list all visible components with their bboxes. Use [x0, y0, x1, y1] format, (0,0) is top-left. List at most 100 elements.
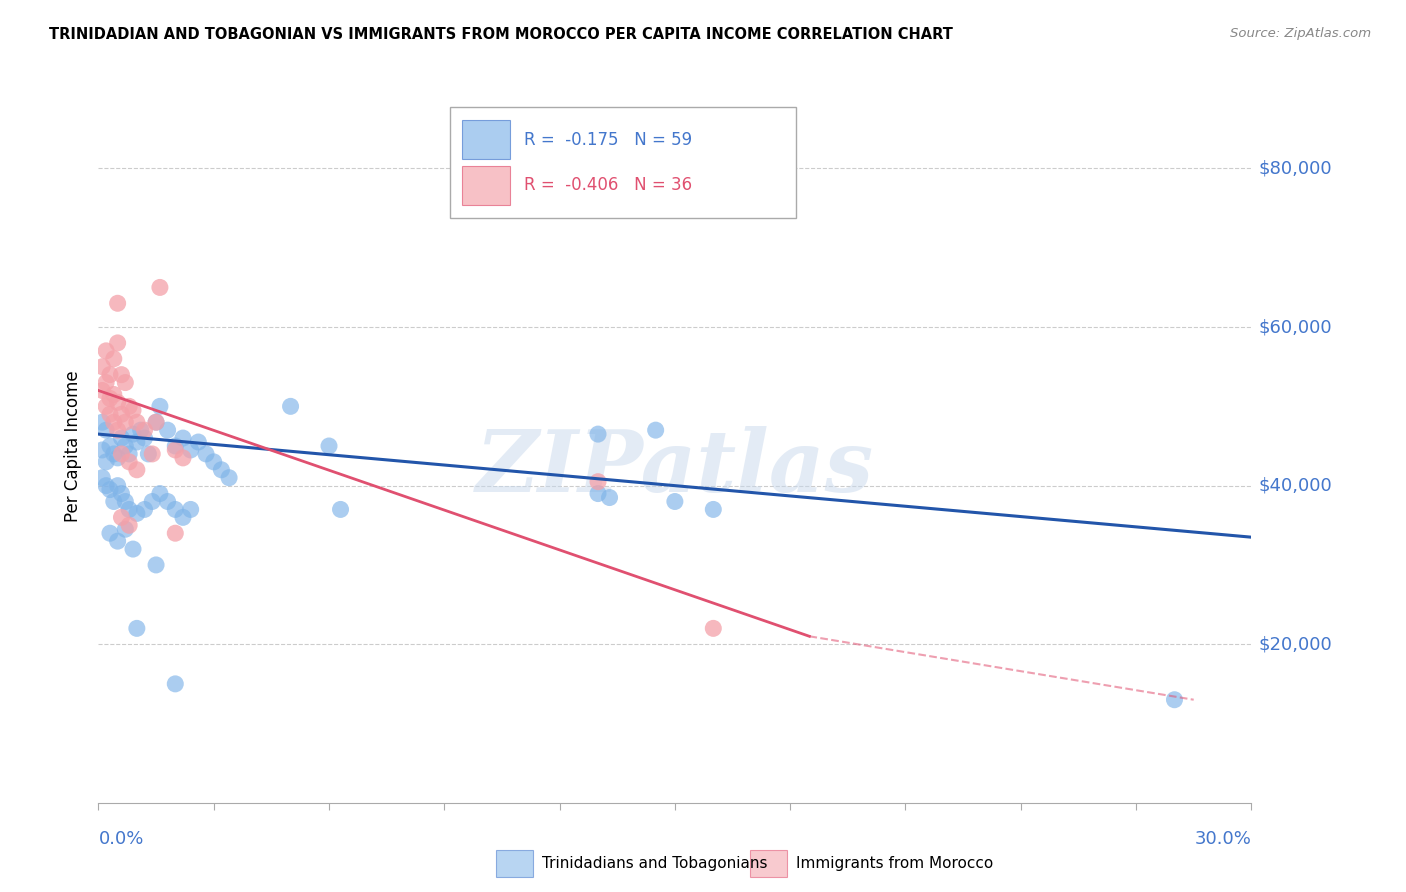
Point [125, 435, 148, 450]
Point [110, 368, 132, 382]
Point [94, 400, 117, 414]
Point [94, 455, 117, 469]
Point [107, 296, 129, 310]
Point [165, 439, 187, 453]
Text: Immigrants from Morocco: Immigrants from Morocco [796, 856, 993, 871]
Point [586, 475, 609, 489]
Text: $80,000: $80,000 [1258, 160, 1331, 178]
Point [103, 387, 125, 401]
Point [107, 423, 129, 437]
Point [103, 351, 125, 366]
Point [114, 494, 136, 508]
Point [98, 526, 121, 541]
Point [165, 502, 187, 516]
Point [107, 450, 129, 465]
Point [114, 376, 136, 390]
Text: TRINIDADIAN AND TOBAGONIAN VS IMMIGRANTS FROM MOROCCO PER CAPITA INCOME CORRELAT: TRINIDADIAN AND TOBAGONIAN VS IMMIGRANTS… [49, 27, 953, 42]
Point [280, 400, 302, 414]
Point [118, 447, 141, 461]
Point [318, 439, 340, 453]
Point [134, 502, 156, 516]
FancyBboxPatch shape [496, 850, 533, 877]
Text: Source: ZipAtlas.com: Source: ZipAtlas.com [1230, 27, 1371, 40]
Point [141, 447, 163, 461]
Point [202, 455, 225, 469]
Point [98, 392, 121, 406]
Point [195, 447, 218, 461]
Point [702, 502, 724, 516]
Point [586, 486, 609, 500]
Point [134, 431, 156, 445]
Point [134, 423, 156, 437]
Point [98, 439, 121, 453]
Point [664, 494, 686, 508]
Point [149, 486, 172, 500]
Point [125, 463, 148, 477]
Point [125, 621, 148, 635]
Point [180, 502, 202, 516]
Point [156, 423, 179, 437]
FancyBboxPatch shape [461, 120, 510, 159]
Point [149, 280, 172, 294]
Point [107, 478, 129, 492]
Point [125, 415, 148, 429]
Point [110, 510, 132, 524]
Point [114, 415, 136, 429]
Point [122, 403, 145, 417]
Point [98, 483, 121, 497]
Point [209, 463, 232, 477]
Point [329, 502, 352, 516]
Text: $20,000: $20,000 [1258, 635, 1331, 653]
Point [110, 407, 132, 421]
Point [91, 471, 114, 485]
Point [110, 431, 132, 445]
Point [138, 447, 160, 461]
Point [107, 534, 129, 549]
Point [218, 471, 240, 485]
Point [118, 518, 141, 533]
Point [172, 431, 194, 445]
Point [599, 491, 621, 505]
Text: Trinidadians and Tobagonians: Trinidadians and Tobagonians [543, 856, 768, 871]
Point [129, 423, 152, 437]
Point [156, 494, 179, 508]
Point [110, 486, 132, 500]
FancyBboxPatch shape [450, 107, 796, 218]
Point [94, 478, 117, 492]
Text: R =  -0.175   N = 59: R = -0.175 N = 59 [524, 130, 692, 148]
Point [125, 507, 148, 521]
Text: R =  -0.406   N = 36: R = -0.406 N = 36 [524, 177, 692, 194]
Text: 30.0%: 30.0% [1195, 830, 1251, 847]
Point [145, 415, 167, 429]
FancyBboxPatch shape [749, 850, 787, 877]
Point [94, 423, 117, 437]
Point [141, 494, 163, 508]
Point [187, 435, 209, 450]
Point [180, 442, 202, 457]
Point [103, 494, 125, 508]
Point [94, 376, 117, 390]
Point [110, 447, 132, 461]
Point [118, 455, 141, 469]
Point [122, 427, 145, 442]
Point [172, 450, 194, 465]
Text: $60,000: $60,000 [1258, 318, 1331, 336]
Point [91, 442, 114, 457]
Point [165, 526, 187, 541]
Point [702, 621, 724, 635]
Y-axis label: Per Capita Income: Per Capita Income [65, 370, 83, 522]
Point [107, 335, 129, 350]
Point [145, 558, 167, 572]
Point [103, 447, 125, 461]
Text: $40,000: $40,000 [1258, 476, 1331, 495]
Point [145, 415, 167, 429]
Point [165, 442, 187, 457]
Point [103, 415, 125, 429]
Point [98, 407, 121, 421]
Point [94, 343, 117, 358]
Point [91, 359, 114, 374]
Text: 0.0%: 0.0% [98, 830, 143, 847]
FancyBboxPatch shape [461, 166, 510, 205]
Point [149, 400, 172, 414]
Point [644, 423, 666, 437]
